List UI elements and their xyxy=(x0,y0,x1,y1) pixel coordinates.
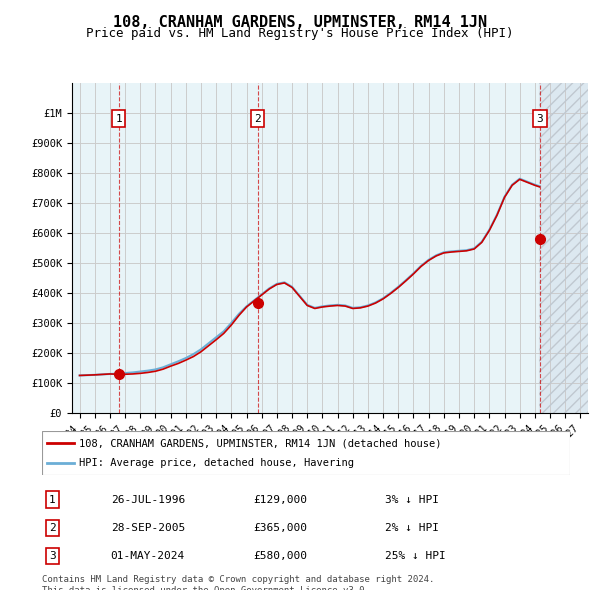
Text: Contains HM Land Registry data © Crown copyright and database right 2024.
This d: Contains HM Land Registry data © Crown c… xyxy=(42,575,434,590)
Text: 28-SEP-2005: 28-SEP-2005 xyxy=(110,523,185,533)
Text: 3: 3 xyxy=(49,551,56,561)
Text: HPI: Average price, detached house, Havering: HPI: Average price, detached house, Have… xyxy=(79,458,354,467)
Text: 3: 3 xyxy=(536,114,543,124)
Text: 2: 2 xyxy=(49,523,56,533)
Text: £365,000: £365,000 xyxy=(253,523,307,533)
Text: 2% ↓ HPI: 2% ↓ HPI xyxy=(385,523,439,533)
Text: 01-MAY-2024: 01-MAY-2024 xyxy=(110,551,185,561)
Text: 2: 2 xyxy=(254,114,261,124)
Text: £129,000: £129,000 xyxy=(253,494,307,504)
Text: 108, CRANHAM GARDENS, UPMINSTER, RM14 1JN: 108, CRANHAM GARDENS, UPMINSTER, RM14 1J… xyxy=(113,15,487,30)
Text: £580,000: £580,000 xyxy=(253,551,307,561)
Text: 1: 1 xyxy=(115,114,122,124)
Bar xyxy=(539,83,588,413)
Text: 3% ↓ HPI: 3% ↓ HPI xyxy=(385,494,439,504)
Text: 25% ↓ HPI: 25% ↓ HPI xyxy=(385,551,446,561)
Text: 108, CRANHAM GARDENS, UPMINSTER, RM14 1JN (detached house): 108, CRANHAM GARDENS, UPMINSTER, RM14 1J… xyxy=(79,438,442,448)
Text: Price paid vs. HM Land Registry's House Price Index (HPI): Price paid vs. HM Land Registry's House … xyxy=(86,27,514,40)
Text: 1: 1 xyxy=(49,494,56,504)
Bar xyxy=(539,83,588,413)
Text: 26-JUL-1996: 26-JUL-1996 xyxy=(110,494,185,504)
FancyBboxPatch shape xyxy=(42,431,570,475)
